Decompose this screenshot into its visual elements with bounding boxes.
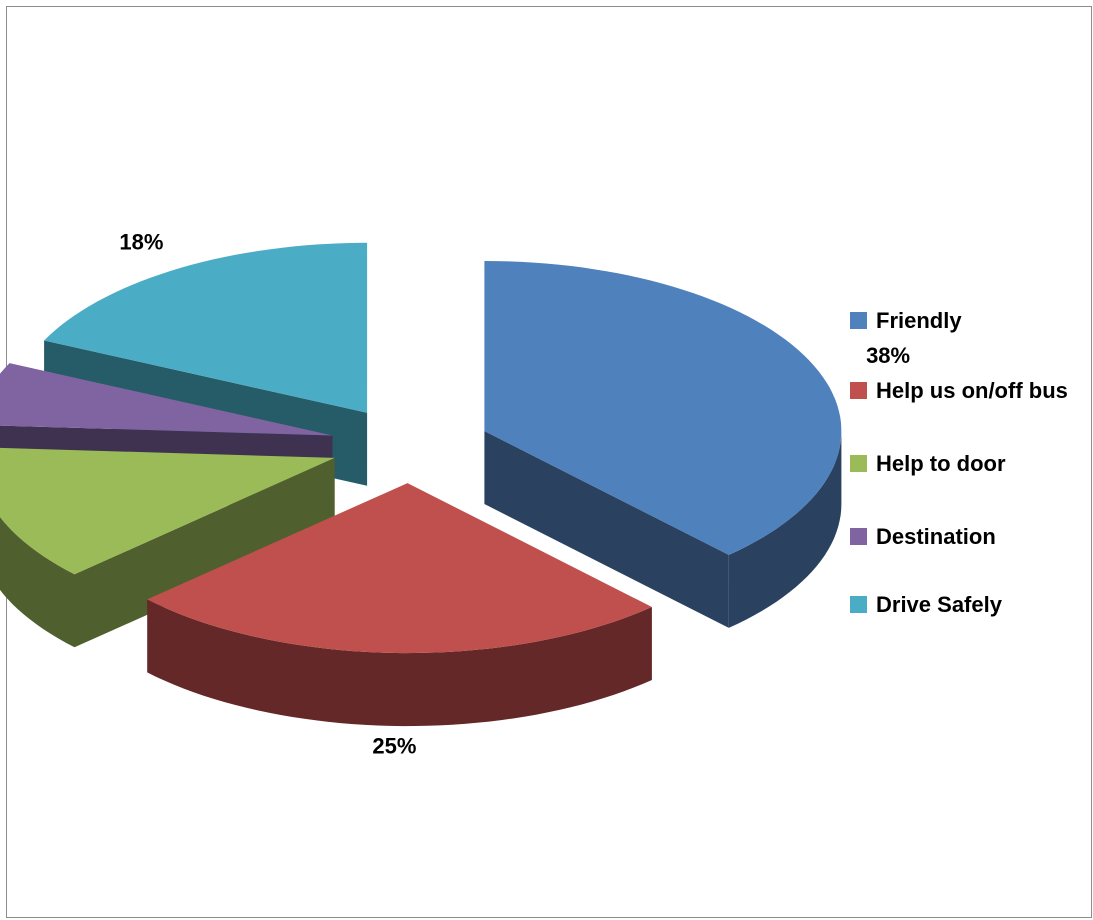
pie-slice-top: [0, 363, 333, 436]
pie-slice-help-to-door: [0, 447, 335, 648]
pie-slice-side: [728, 431, 842, 628]
legend-item: Drive Safely: [850, 590, 1076, 619]
pie-slice-help-us-on-off-bus: [147, 483, 652, 727]
legend-swatch: [850, 382, 867, 399]
pie-slice-wall: [484, 431, 729, 628]
legend-item: Destination: [850, 522, 1076, 551]
legend-swatch: [850, 528, 867, 545]
legend-item: Help to door: [850, 449, 1076, 478]
legend-label: Help us on/off bus: [876, 378, 1068, 403]
legend-item: Help us on/off bus: [850, 376, 1076, 405]
data-label-friendly: 38%: [866, 343, 910, 368]
legend-label: Help to door: [876, 451, 1006, 476]
legend-swatch: [850, 596, 867, 613]
pie-slice-top: [484, 261, 842, 555]
legend-label: Friendly: [876, 308, 962, 333]
data-label-drive-safely: 18%: [119, 229, 163, 254]
data-label-help-us-on-off-bus: 25%: [372, 733, 416, 758]
legend-swatch: [850, 455, 867, 472]
pie-slice-top: [44, 242, 368, 413]
pie-slice-side: [147, 599, 652, 727]
pie-slice-side: [0, 516, 75, 648]
legend-label: Destination: [876, 524, 996, 549]
pie-slice-top: [147, 483, 652, 654]
pie-slice-wall: [74, 457, 335, 648]
pie-slice-friendly: [484, 261, 842, 628]
legend-item: Friendly: [850, 306, 1076, 335]
legend-swatch: [850, 312, 867, 329]
legend-label: Drive Safely: [876, 592, 1002, 617]
pie-slice-top: [0, 447, 335, 575]
